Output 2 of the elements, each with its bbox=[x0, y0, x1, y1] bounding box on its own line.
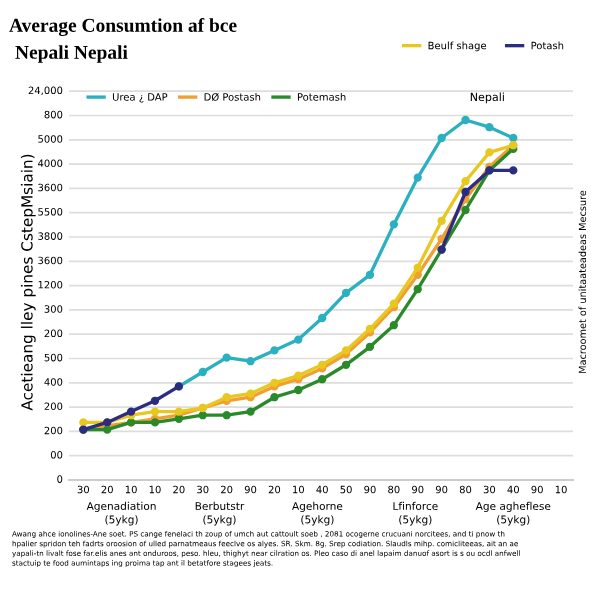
chart-title: Average Consumtion af bce bbox=[9, 18, 237, 36]
chart-subtitle: Nepali Nepali bbox=[15, 45, 128, 63]
